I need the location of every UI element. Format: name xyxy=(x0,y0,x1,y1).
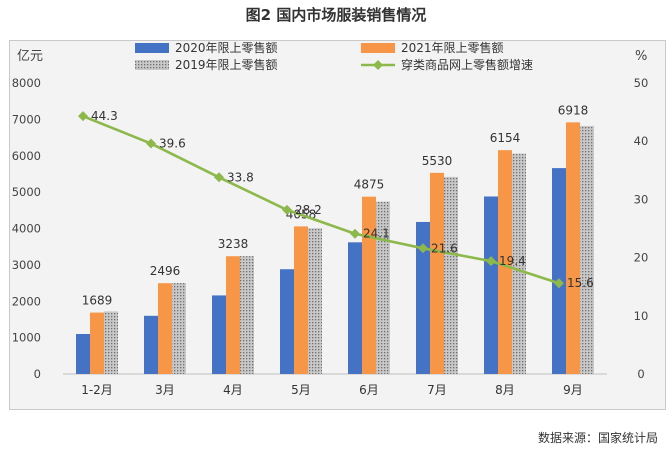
y2-tick-label: 30 xyxy=(634,192,649,206)
y2-axis-title: % xyxy=(635,49,647,64)
legend-label: 2020年限上零售额 xyxy=(175,40,278,55)
bar-data-label: 1689 xyxy=(82,294,113,308)
bar-data-label: 2496 xyxy=(150,264,181,278)
line-point xyxy=(486,256,496,267)
y-tick-label: 1000 xyxy=(12,331,41,345)
y-tick-label: 4000 xyxy=(12,222,41,236)
y2-tick-label: 10 xyxy=(634,309,649,323)
x-tick-label: 6月 xyxy=(359,383,379,397)
bar xyxy=(90,312,104,374)
bar xyxy=(580,125,594,374)
growth-line xyxy=(82,114,560,285)
legend-swatch xyxy=(361,43,395,53)
line-point xyxy=(350,228,360,239)
legend-label: 2019年限上零售额 xyxy=(175,57,278,72)
line-data-label: 39.6 xyxy=(159,137,186,151)
y-tick-label: 3000 xyxy=(12,258,41,272)
bar xyxy=(144,315,158,374)
bar-data-label: 5530 xyxy=(422,154,453,168)
bar xyxy=(566,122,580,374)
x-tick-label: 1-2月 xyxy=(81,383,113,397)
bar-data-label: 6154 xyxy=(490,131,521,145)
y2-tick-label: 20 xyxy=(634,251,649,265)
bar xyxy=(294,226,308,374)
legend-label: 穿类商品网上零售额增速 xyxy=(401,57,533,72)
y2-tick-label: 50 xyxy=(634,76,649,90)
line-point xyxy=(282,204,292,215)
bar xyxy=(416,221,430,374)
bar xyxy=(76,333,90,374)
line-data-label: 21.6 xyxy=(431,241,458,255)
y-tick-label: 0 xyxy=(34,367,41,381)
bar-data-label: 3238 xyxy=(218,237,249,251)
bar xyxy=(444,176,458,374)
y2-tick-label: 0 xyxy=(637,367,644,381)
y-tick-label: 6000 xyxy=(12,149,41,163)
legend-swatch xyxy=(135,60,169,70)
y-tick-label: 7000 xyxy=(12,112,41,126)
line-data-label: 28.2 xyxy=(295,203,322,217)
x-tick-label: 7月 xyxy=(427,383,447,397)
line-data-label: 44.3 xyxy=(91,109,118,123)
bar xyxy=(308,228,322,374)
y-axis-title: 亿元 xyxy=(17,49,43,64)
bar xyxy=(512,153,526,374)
bar xyxy=(240,256,254,374)
line-data-label: 33.8 xyxy=(227,170,254,184)
bar xyxy=(362,196,376,374)
x-tick-label: 5月 xyxy=(291,383,311,397)
bar xyxy=(212,295,226,374)
bar-data-label: 6918 xyxy=(558,103,589,117)
bar xyxy=(104,311,118,374)
line-point xyxy=(78,111,88,122)
line-point xyxy=(146,138,156,149)
bar xyxy=(484,196,498,374)
line-point xyxy=(554,278,564,289)
bar xyxy=(226,256,240,374)
x-tick-label: 9月 xyxy=(563,383,583,397)
x-tick-label: 8月 xyxy=(495,383,515,397)
legend-label: 2021年限上零售额 xyxy=(401,40,504,55)
bar xyxy=(430,172,444,374)
legend-swatch xyxy=(135,43,169,53)
line-data-label: 19.4 xyxy=(499,254,526,268)
bar xyxy=(158,283,172,374)
chart-svg: 亿元 % 0 1000 2000 3000 4000 5000 6000 7000 8000 0 10 2… xyxy=(12,40,649,397)
bar xyxy=(280,269,294,374)
data-source: 数据来源：国家统计局 xyxy=(537,431,658,445)
y-tick-label: 8000 xyxy=(12,76,41,90)
bar xyxy=(376,201,390,374)
x-tick-label: 4月 xyxy=(223,383,243,397)
chart-title: 图2 国内市场服装销售情况 xyxy=(245,6,427,24)
y-tick-label: 5000 xyxy=(12,185,41,199)
line-point xyxy=(418,243,428,254)
line-point xyxy=(214,172,224,183)
bar xyxy=(172,283,186,374)
line-data-label: 24.1 xyxy=(363,227,390,241)
y-tick-label: 2000 xyxy=(12,294,41,308)
y2-tick-label: 40 xyxy=(634,134,649,148)
x-tick-label: 3月 xyxy=(155,383,175,397)
legend-marker xyxy=(373,60,383,70)
line-data-label: 15.6 xyxy=(567,276,594,290)
bar-data-label: 4875 xyxy=(354,178,385,192)
bar xyxy=(552,168,566,374)
bar xyxy=(348,242,362,374)
bar xyxy=(498,150,512,374)
